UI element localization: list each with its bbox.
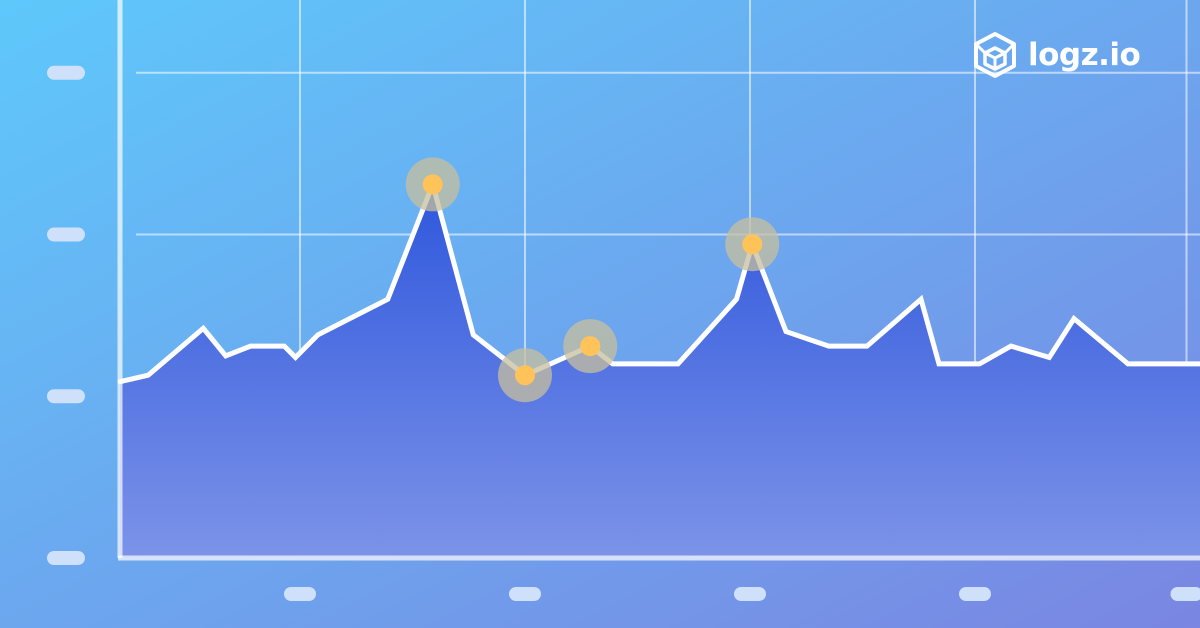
highlight-point (580, 336, 601, 357)
brand-name: logz.io (1028, 37, 1141, 73)
highlighted-points (405, 157, 780, 403)
x-tick-label (509, 587, 541, 601)
y-tick-label (47, 389, 85, 404)
x-tick-label (1170, 587, 1200, 601)
x-tick-label (284, 587, 316, 601)
series-line (117, 176, 1200, 385)
highlight-point (515, 365, 535, 386)
brand-logo[interactable]: logz.io (970, 30, 1141, 80)
tick-label-placeholders (47, 65, 1200, 601)
x-tick-label (959, 587, 991, 601)
series-area (120, 184, 1200, 558)
highlight-point (742, 234, 763, 255)
y-tick-label (47, 551, 85, 565)
area-fill (120, 184, 1200, 558)
y-tick-label (47, 227, 85, 242)
highlight-point (422, 174, 443, 195)
x-tick-label (734, 587, 766, 601)
cube-icon (974, 32, 1016, 78)
axes (117, 0, 1200, 561)
series-line-path (117, 176, 1200, 385)
y-tick-label (47, 65, 85, 80)
